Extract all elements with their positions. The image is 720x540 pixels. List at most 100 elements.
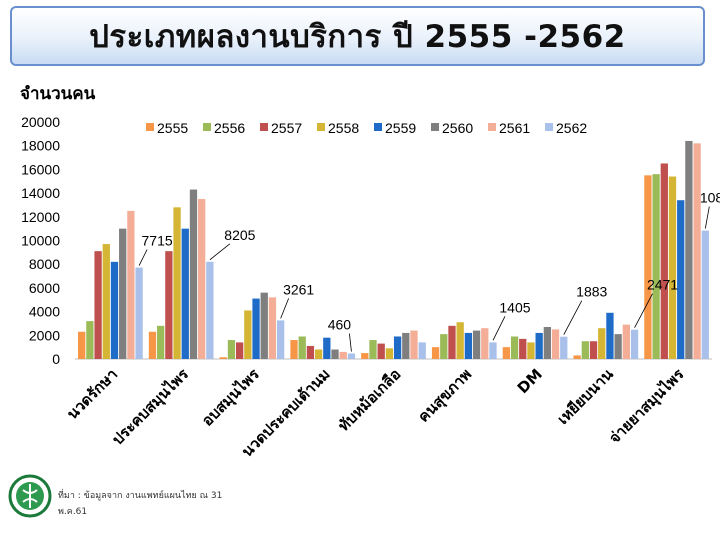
y-tick-label: 4000 [29, 304, 60, 320]
bar-2561 [551, 329, 560, 359]
x-category-label: คนสุขภาพ [414, 365, 476, 427]
bar-2561 [339, 351, 347, 359]
source-date: พ.ค.61 [58, 507, 88, 517]
bar-2556 [86, 321, 94, 359]
y-tick-label: 6000 [29, 280, 60, 296]
data-label-leader [349, 333, 352, 352]
x-category-label: ทับหม้อเกลือ [335, 365, 405, 435]
data-label: 10837 [700, 190, 720, 206]
data-label: 460 [328, 317, 352, 333]
bar-2562 [135, 267, 143, 359]
data-label: 2471 [647, 277, 678, 293]
bar-2555 [219, 357, 227, 359]
bar-2562 [701, 230, 709, 359]
y-tick-label: 2000 [29, 327, 60, 343]
bar-2560 [260, 292, 268, 359]
bar-2555 [573, 355, 581, 359]
bar-2557 [660, 163, 668, 359]
bar-2557 [165, 251, 173, 359]
bar-2561 [268, 297, 277, 359]
data-label: 7715 [142, 233, 173, 249]
bar-2559 [464, 332, 473, 359]
bar-2561 [622, 324, 630, 359]
bar-2558 [456, 322, 464, 359]
y-tick-label: 8000 [29, 256, 60, 272]
bar-2557 [306, 345, 315, 359]
bar-2558 [527, 342, 535, 359]
data-label: 1405 [499, 299, 530, 315]
bar-2557 [377, 343, 385, 359]
bar-2556 [298, 336, 306, 359]
y-tick-label: 12000 [21, 209, 60, 225]
bar-2559 [677, 200, 685, 359]
bar-2560 [402, 332, 410, 359]
bar-2561 [410, 330, 418, 359]
bar-2556 [227, 340, 236, 359]
bar-2560 [472, 330, 481, 359]
y-tick-label: 0 [52, 351, 60, 367]
ministry-logo-icon [8, 474, 52, 518]
y-tick-label: 14000 [21, 185, 60, 201]
data-label-leader [492, 316, 506, 341]
bar-2562 [489, 342, 497, 359]
bar-2559 [181, 228, 189, 359]
data-label: 3261 [283, 281, 314, 297]
bar-2559 [110, 261, 119, 359]
bar-2555 [644, 175, 652, 359]
bar-2557 [589, 341, 598, 359]
bar-2555 [78, 331, 86, 359]
bar-2560 [331, 349, 339, 359]
bar-2558 [314, 349, 323, 359]
legend-swatch-2555 [146, 123, 154, 131]
y-tick-label: 18000 [21, 138, 60, 154]
y-tick-label: 10000 [21, 233, 60, 249]
bar-2555 [148, 331, 157, 359]
data-label: 8205 [224, 227, 255, 243]
bar-2556 [369, 340, 377, 359]
bar-2560 [543, 327, 552, 359]
data-label: 1883 [576, 284, 607, 300]
y-unit-label: จำนวนคน [20, 84, 96, 104]
x-category-label: ประคบสมุนไพร [108, 364, 194, 450]
bar-2556 [652, 174, 660, 359]
data-label-leader [138, 249, 148, 266]
bar-2558 [598, 328, 606, 359]
bar-2555 [502, 347, 511, 359]
bar-2560 [189, 189, 198, 359]
bar-2559 [393, 336, 402, 359]
y-tick-label: 20000 [21, 114, 60, 130]
bar-2559 [606, 312, 614, 359]
bar-2560 [119, 228, 127, 359]
x-category-label: เหยียบนาน [554, 365, 617, 428]
legend-label: 2556 [214, 120, 245, 136]
bar-2560 [685, 140, 693, 359]
bar-2562 [347, 353, 356, 359]
legend-swatch-2561 [488, 123, 496, 131]
bar-2559 [535, 332, 543, 359]
legend-label: 2557 [271, 120, 302, 136]
bar-2556 [581, 341, 589, 359]
bar-2558 [173, 207, 181, 359]
bar-2557 [235, 342, 244, 359]
x-category-label: จ่ายยาสมุนไพร [605, 364, 689, 448]
x-category-label: DM [514, 365, 546, 397]
bar-2557 [94, 251, 102, 359]
bar-2558 [385, 348, 394, 359]
source-note: ที่มา : ข้อมูลจาก งานแพทย์แผนไทย ณ 31 [58, 491, 223, 501]
data-label-leader [704, 206, 710, 229]
bar-2557 [448, 325, 456, 359]
bar-2557 [519, 338, 527, 359]
legend-swatch-2558 [317, 123, 325, 131]
data-label-leader [280, 298, 290, 319]
bar-2558 [102, 244, 110, 359]
bar-2562 [206, 261, 214, 359]
legend-label: 2561 [499, 120, 530, 136]
bar-2562 [630, 329, 639, 359]
legend-label: 2560 [442, 120, 473, 136]
title-banner: ประเภทผลงานบริการ ปี 2555 -2562 [10, 6, 705, 66]
legend-label: 2559 [385, 120, 416, 136]
bar-2556 [440, 334, 448, 359]
bar-2561 [198, 199, 206, 359]
legend-label: 2555 [157, 120, 188, 136]
